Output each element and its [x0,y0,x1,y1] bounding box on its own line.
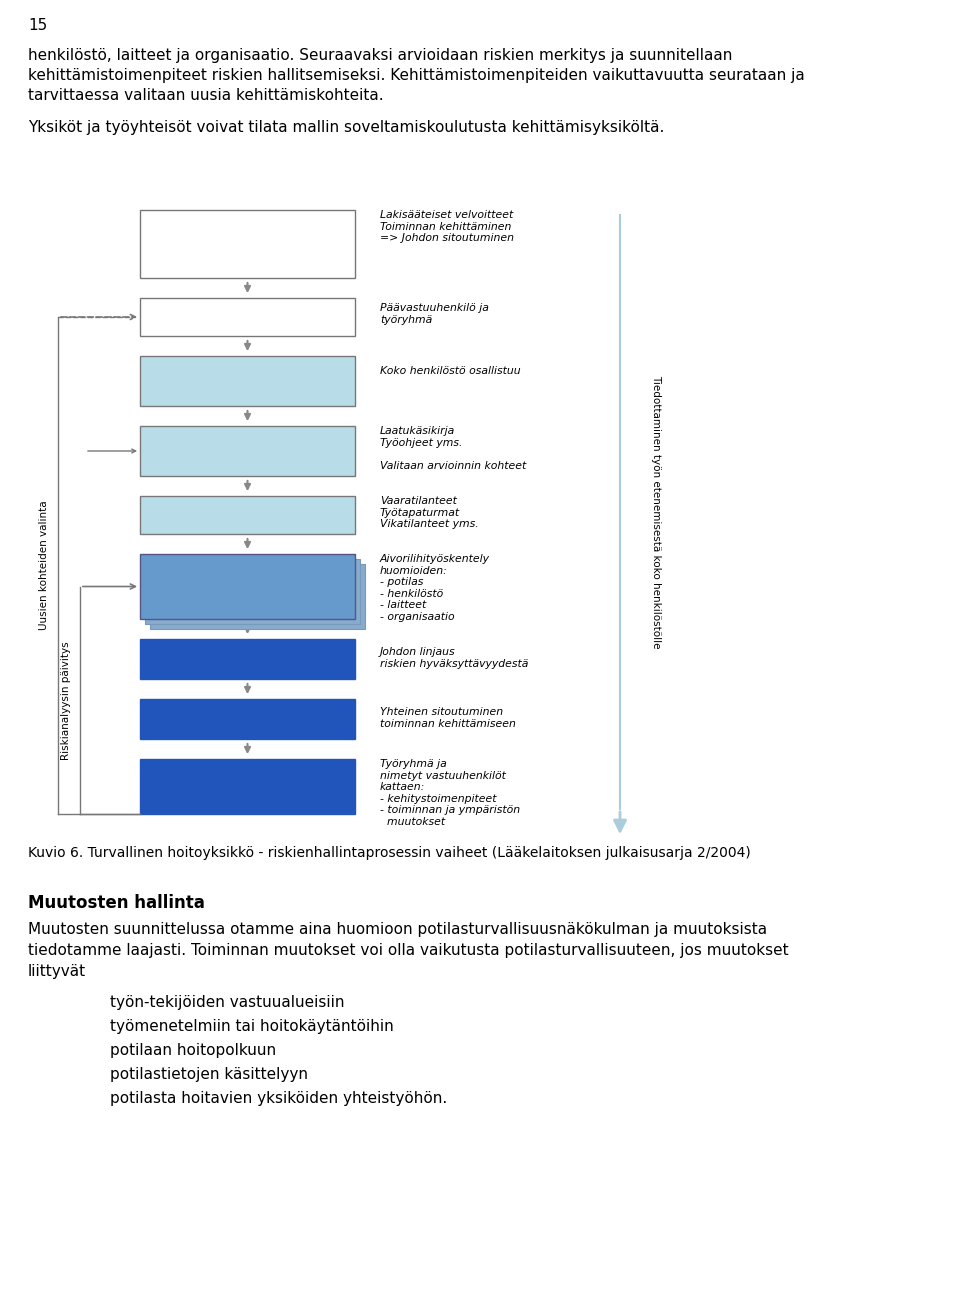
Text: Toimenpiteistä päättäminen: Toimenpiteistä päättäminen [160,712,335,726]
Text: Riskianalyysin päivitys: Riskianalyysin päivitys [61,642,71,760]
Text: Työryhmä ja
nimetyt vastuuhenkilöt
kattaen:
- kehitystoimenpiteet
- toiminnan ja: Työryhmä ja nimetyt vastuuhenkilöt katta… [380,760,520,827]
Text: potilastietojen käsittelyyn: potilastietojen käsittelyyn [110,1067,308,1082]
Text: Muutosten suunnittelussa otamme aina huomioon potilasturvallisuusnäkökulman ja m: Muutosten suunnittelussa otamme aina huo… [28,922,767,937]
Text: potilaan hoitopolkuun: potilaan hoitopolkuun [110,1043,276,1057]
Text: työn­tekijöiden vastuualueisiin: työn­tekijöiden vastuualueisiin [110,994,345,1010]
Text: henkilöstö, laitteet ja organisaatio. Seuraavaksi arvioidaan riskien merkitys ja: henkilöstö, laitteet ja organisaatio. Se… [28,49,732,63]
Text: tiedotamme laajasti. Toiminnan muutokset voi olla vaikutusta potilasturvallisuut: tiedotamme laajasti. Toiminnan muutokset… [28,943,788,958]
Text: liittyvät: liittyvät [28,964,86,979]
Text: Päävastuuhenkilö ja
työryhmä: Päävastuuhenkilö ja työryhmä [380,303,489,324]
Text: Lakisääteiset velvoitteet
Toiminnan kehittäminen
=> Johdon sitoutuminen: Lakisääteiset velvoitteet Toiminnan kehi… [380,210,514,243]
Text: Päätös riskienhallinnan
kehittämisestä ja työn
tavoitteiden asettaminen: Päätös riskienhallinnan kehittämisestä j… [168,223,326,265]
Text: Riskianalyysin toteutus
vaiheittain: Riskianalyysin toteutus vaiheittain [165,572,329,601]
Text: Tiedottaminen työn etenemisestä koko henkilöstölle: Tiedottaminen työn etenemisestä koko hen… [651,375,661,648]
Text: Laatukäsikirja
Työohjeet yms.

Valitaan arvioinnin kohteet: Laatukäsikirja Työohjeet yms. Valitaan a… [380,426,526,471]
Text: työmenetelmiin tai hoitokäytäntöihin: työmenetelmiin tai hoitokäytäntöihin [110,1019,394,1034]
Text: Taustatietojen keräys: Taustatietojen keräys [180,509,314,521]
Text: Vaaratilanteet
Työtapaturmat
Vikatilanteet yms.: Vaaratilanteet Työtapaturmat Vikatilante… [380,496,479,529]
Text: Toiminnan mallintaminen ja
riskianalyysin rajaus: Toiminnan mallintaminen ja riskianalyysi… [161,437,334,464]
Text: Potentiaalisten ongelmien
kartoitus: Potentiaalisten ongelmien kartoitus [166,367,329,395]
Text: kehittämistoimenpiteet riskien hallitsemiseksi. Kehittämistoimenpiteiden vaikutt: kehittämistoimenpiteet riskien hallitsem… [28,68,804,83]
Text: Uusien kohteiden valinta: Uusien kohteiden valinta [39,501,49,630]
Text: tarvittaessa valitaan uusia kehittämiskohteita.: tarvittaessa valitaan uusia kehittämisko… [28,88,384,104]
Text: Yhteinen sitoutuminen
toiminnan kehittämiseen: Yhteinen sitoutuminen toiminnan kehittäm… [380,707,516,728]
Text: Yksiköt ja työyhteisöt voivat tilata mallin soveltamiskoulutusta kehittämisyksik: Yksiköt ja työyhteisöt voivat tilata mal… [28,119,664,135]
Text: Kuvio 6. Turvallinen hoitoyksikkö - riskienhallintaprosessin vaiheet (Lääkelaito: Kuvio 6. Turvallinen hoitoyksikkö - risk… [28,846,751,859]
Text: potilasta hoitavien yksiköiden yhteistyöhön.: potilasta hoitavien yksiköiden yhteistyö… [110,1092,447,1106]
Text: Koko henkilöstö osallistuu: Koko henkilöstö osallistuu [380,366,520,377]
Text: Muutosten hallinta: Muutosten hallinta [28,893,204,912]
Text: Johdon linjaus
riskien hyväksyttävyydestä: Johdon linjaus riskien hyväksyttävyydest… [380,647,528,669]
Text: Tiimin perustaminen: Tiimin perustaminen [183,311,312,324]
Text: 15: 15 [28,18,47,33]
Text: Seuranta: Seuranta [219,781,276,792]
Text: Riskien merkityksen arviointi: Riskien merkityksen arviointi [156,652,338,665]
Text: Aivorilihityöskentely
huomioiden:
- potilas
- henkilöstö
- laitteet
- organisaat: Aivorilihityöskentely huomioiden: - poti… [380,554,490,622]
